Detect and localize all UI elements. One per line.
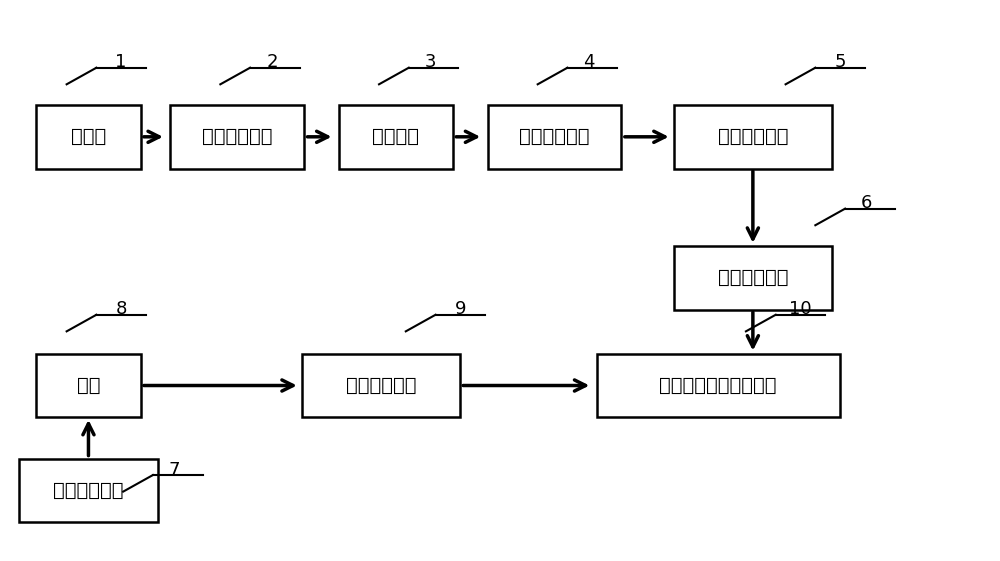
Text: 10: 10 xyxy=(789,300,812,318)
Text: 9: 9 xyxy=(455,300,466,318)
Bar xyxy=(302,354,460,417)
Bar xyxy=(597,354,840,417)
Text: 流量控制模块: 流量控制模块 xyxy=(718,268,788,287)
Bar xyxy=(674,105,832,169)
Text: 2: 2 xyxy=(266,53,278,71)
Text: 7: 7 xyxy=(169,461,180,479)
Text: 气体净化模块: 气体净化模块 xyxy=(519,127,590,146)
Bar xyxy=(170,105,304,169)
Text: 流量控制模块: 流量控制模块 xyxy=(346,376,416,395)
Text: 8: 8 xyxy=(115,300,127,318)
Text: 钒井液: 钒井液 xyxy=(71,127,106,146)
Text: 5: 5 xyxy=(834,53,846,71)
Text: 3: 3 xyxy=(425,53,436,71)
Bar xyxy=(36,354,141,417)
Text: 钒井液脱气器: 钒井液脱气器 xyxy=(202,127,272,146)
Text: 气路管线: 气路管线 xyxy=(372,127,419,146)
Text: 载气发生模块: 载气发生模块 xyxy=(53,481,124,500)
Text: 压力控制模块: 压力控制模块 xyxy=(718,127,788,146)
Bar xyxy=(19,459,158,522)
Text: 载气: 载气 xyxy=(77,376,100,395)
Text: 4: 4 xyxy=(584,53,595,71)
Bar xyxy=(488,105,621,169)
Text: 6: 6 xyxy=(861,194,873,212)
Bar xyxy=(36,105,141,169)
Bar xyxy=(339,105,453,169)
Bar xyxy=(674,246,832,310)
Text: 1: 1 xyxy=(115,53,127,71)
Text: 甲烷碳同位素分析模块: 甲烷碳同位素分析模块 xyxy=(659,376,777,395)
